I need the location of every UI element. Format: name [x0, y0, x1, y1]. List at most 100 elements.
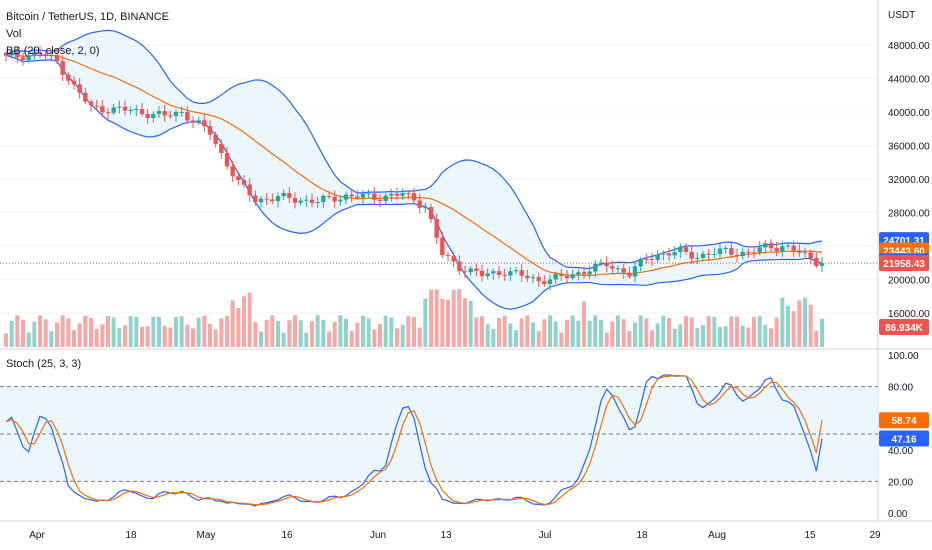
candle — [440, 231, 445, 258]
time-tick: 18 — [125, 530, 137, 541]
volume-bar — [740, 325, 745, 347]
volume-bar — [4, 333, 8, 347]
candle — [122, 100, 128, 116]
candle — [814, 252, 819, 269]
volume-bar — [293, 315, 297, 347]
candle — [411, 187, 417, 204]
candle — [632, 261, 638, 283]
candle — [264, 193, 269, 206]
time-tick: Jun — [370, 530, 386, 541]
candle — [462, 265, 468, 279]
volume-bar — [304, 332, 309, 347]
candle — [763, 239, 768, 254]
volume-bar — [372, 329, 377, 347]
volume-bar — [502, 315, 507, 347]
time-tick: 29 — [869, 530, 881, 541]
candle — [54, 49, 60, 64]
volume-bar — [553, 321, 558, 347]
candle — [145, 108, 150, 124]
volume-bar — [400, 324, 405, 347]
candle — [496, 265, 502, 279]
candle — [445, 251, 451, 262]
price-badge: 21958.43 — [879, 255, 929, 272]
candle — [706, 248, 711, 262]
legend: Bitcoin / TetherUS, 1D, BINANCE Vol BB (… — [6, 10, 915, 370]
volume-bar — [774, 317, 779, 347]
volume-bar — [451, 289, 456, 347]
volume-bar — [77, 323, 82, 347]
candle — [332, 190, 337, 208]
time-tick: 18 — [636, 530, 648, 541]
candle — [757, 241, 762, 256]
candle — [94, 100, 99, 111]
volume-bar — [689, 317, 694, 347]
volume-bar — [315, 315, 320, 347]
candle — [83, 87, 88, 105]
candle — [542, 274, 547, 287]
price-tick: 32000.00 — [888, 175, 930, 186]
volume-bar — [525, 315, 530, 347]
volume-bar — [514, 330, 518, 347]
candle — [740, 247, 745, 260]
volume-bar — [247, 292, 252, 347]
candle — [139, 102, 145, 117]
volume-bar — [327, 331, 331, 347]
volume-bar — [225, 315, 229, 347]
volume-bar — [259, 331, 263, 347]
volume-bar — [786, 305, 790, 347]
volume-bar — [219, 318, 224, 347]
volume-bar — [60, 315, 65, 347]
volume-bar — [542, 319, 547, 347]
volume-bar — [213, 329, 218, 347]
volume-bar — [145, 326, 150, 347]
candle — [258, 195, 264, 208]
volume-bar — [678, 324, 683, 347]
candle — [780, 240, 785, 258]
price-tick: 28000.00 — [888, 209, 930, 220]
candle — [434, 213, 439, 244]
candle — [553, 271, 558, 284]
candle — [185, 105, 190, 125]
candle — [655, 250, 660, 263]
candle — [15, 46, 20, 63]
volume-bar — [718, 327, 722, 347]
candle — [508, 267, 513, 282]
candle — [502, 268, 507, 281]
candle — [406, 190, 411, 200]
bb-lower-line — [5, 54, 823, 310]
candle — [20, 52, 26, 66]
candle — [457, 255, 462, 275]
candle — [479, 264, 485, 282]
stoch-tick: 100.00 — [888, 351, 919, 362]
volume-bar — [491, 328, 496, 347]
volume-bar — [616, 315, 620, 347]
candle — [168, 110, 173, 119]
candle — [417, 194, 422, 214]
candle — [638, 256, 643, 272]
candle — [196, 116, 201, 125]
candle — [292, 192, 298, 209]
candle — [88, 99, 94, 112]
candle — [791, 240, 796, 257]
axes: 48000.00 44000.00 40000.00 36000.00 32000.00… — [29, 41, 930, 541]
volume-bar — [389, 317, 394, 347]
bb-label: BB (20, close, 2, 0) — [6, 45, 100, 57]
volume-bar — [803, 297, 807, 347]
volume-bar — [576, 320, 581, 347]
volume-bar — [94, 328, 99, 347]
candle — [173, 109, 179, 122]
candle — [377, 194, 383, 208]
volume-bar — [701, 325, 705, 347]
volume-bar — [723, 326, 728, 347]
candle — [768, 239, 774, 253]
candles — [0, 46, 878, 291]
svg-text:24701.31: 24701.31 — [883, 236, 925, 247]
candle — [695, 252, 700, 264]
volume-bar — [26, 332, 31, 347]
candle — [9, 47, 14, 59]
volume-bar — [729, 316, 734, 347]
volume-bar — [468, 300, 473, 347]
volume-bar — [735, 316, 739, 347]
candle — [576, 269, 581, 281]
